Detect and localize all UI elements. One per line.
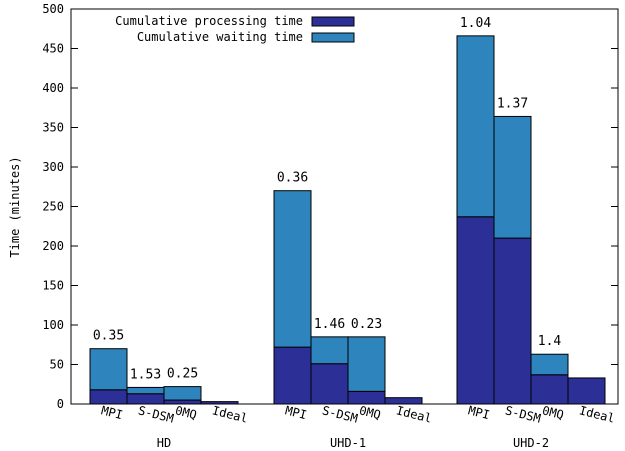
y-tick-label: 450 [42,42,64,56]
bar-processing-uhd-2-s-dsm [493,237,532,405]
y-tick-label: 500 [42,2,64,16]
bar-annotation: 1.04 [460,16,491,31]
bar-processing-uhd-1-0mq [347,390,386,405]
group-label: UHD-1 [330,436,366,450]
bar-annotation: 0.36 [277,171,308,186]
y-tick-label: 350 [42,121,64,135]
bar-waiting-hd-mpi [89,348,128,391]
x-tick-label: S-DSM [137,403,175,425]
y-tick-label: 0 [57,397,64,411]
bar-annotation: 0.23 [351,317,382,332]
y-tick-label: 100 [42,318,64,332]
x-tick-label: Ideal [395,403,433,425]
bar-processing-uhd-2-mpi [456,216,495,405]
bar-waiting-uhd-2-s-dsm [493,115,532,239]
y-tick-label: 400 [42,81,64,95]
bar-waiting-uhd-1-s-dsm [310,336,349,365]
bar-annotation: 1.46 [314,317,345,332]
x-tick-label: Ideal [211,403,249,425]
legend-swatch-processing [311,16,355,27]
x-tick-label: 0MQ [358,403,382,422]
legend-label-waiting: Cumulative waiting time [137,30,303,44]
x-tick-label: Ideal [578,403,616,425]
x-tick-label: MPI [284,403,308,422]
bar-annotation: 1.53 [130,367,161,382]
bar-processing-uhd-1-ideal [384,397,423,405]
bar-annotation: 0.35 [93,329,124,344]
y-tick-label: 150 [42,279,64,293]
x-tick-label: MPI [100,403,124,422]
x-tick-label: S-DSM [321,403,359,425]
bar-processing-uhd-1-s-dsm [310,363,349,405]
bar-annotation: 1.37 [497,96,528,111]
y-tick-label: 250 [42,200,64,214]
bar-annotation: 1.4 [538,334,562,349]
bar-processing-hd-s-dsm [126,393,165,405]
y-tick-label: 200 [42,239,64,253]
y-tick-label: 300 [42,160,64,174]
group-label: HD [157,436,171,450]
bars-layer [89,35,606,405]
bar-waiting-uhd-1-0mq [347,336,386,392]
group-label: UHD-2 [513,436,549,450]
bar-processing-hd-0mq [163,399,202,405]
x-tick-label: MPI [467,403,491,422]
bar-waiting-hd-0mq [163,386,202,401]
bar-processing-hd-mpi [89,389,128,405]
bar-processing-uhd-1-mpi [273,346,312,405]
x-tick-label: S-DSM [504,403,542,425]
legend: Cumulative processing time Cumulative wai… [115,14,355,44]
bar-waiting-uhd-2-0mq [530,353,569,376]
y-tick-label: 50 [50,358,64,372]
legend-swatch-waiting [311,32,355,43]
bar-waiting-hd-s-dsm [126,386,165,395]
x-tick-label: 0MQ [174,403,198,422]
x-tick-label: 0MQ [541,403,565,422]
y-axis-label: Time (minutes) [8,156,22,257]
bar-processing-uhd-2-0mq [530,374,569,405]
annotations-layer: 0.35 1.53 0.25 0.36 1.46 0.23 1.04 1.37 1.4 [93,16,562,383]
bar-annotation: 0.25 [167,367,198,382]
bar-waiting-uhd-1-mpi [273,190,312,348]
legend-label-processing: Cumulative processing time [115,14,303,28]
bar-waiting-uhd-2-mpi [456,35,495,218]
bar-processing-uhd-2-ideal [567,377,606,405]
